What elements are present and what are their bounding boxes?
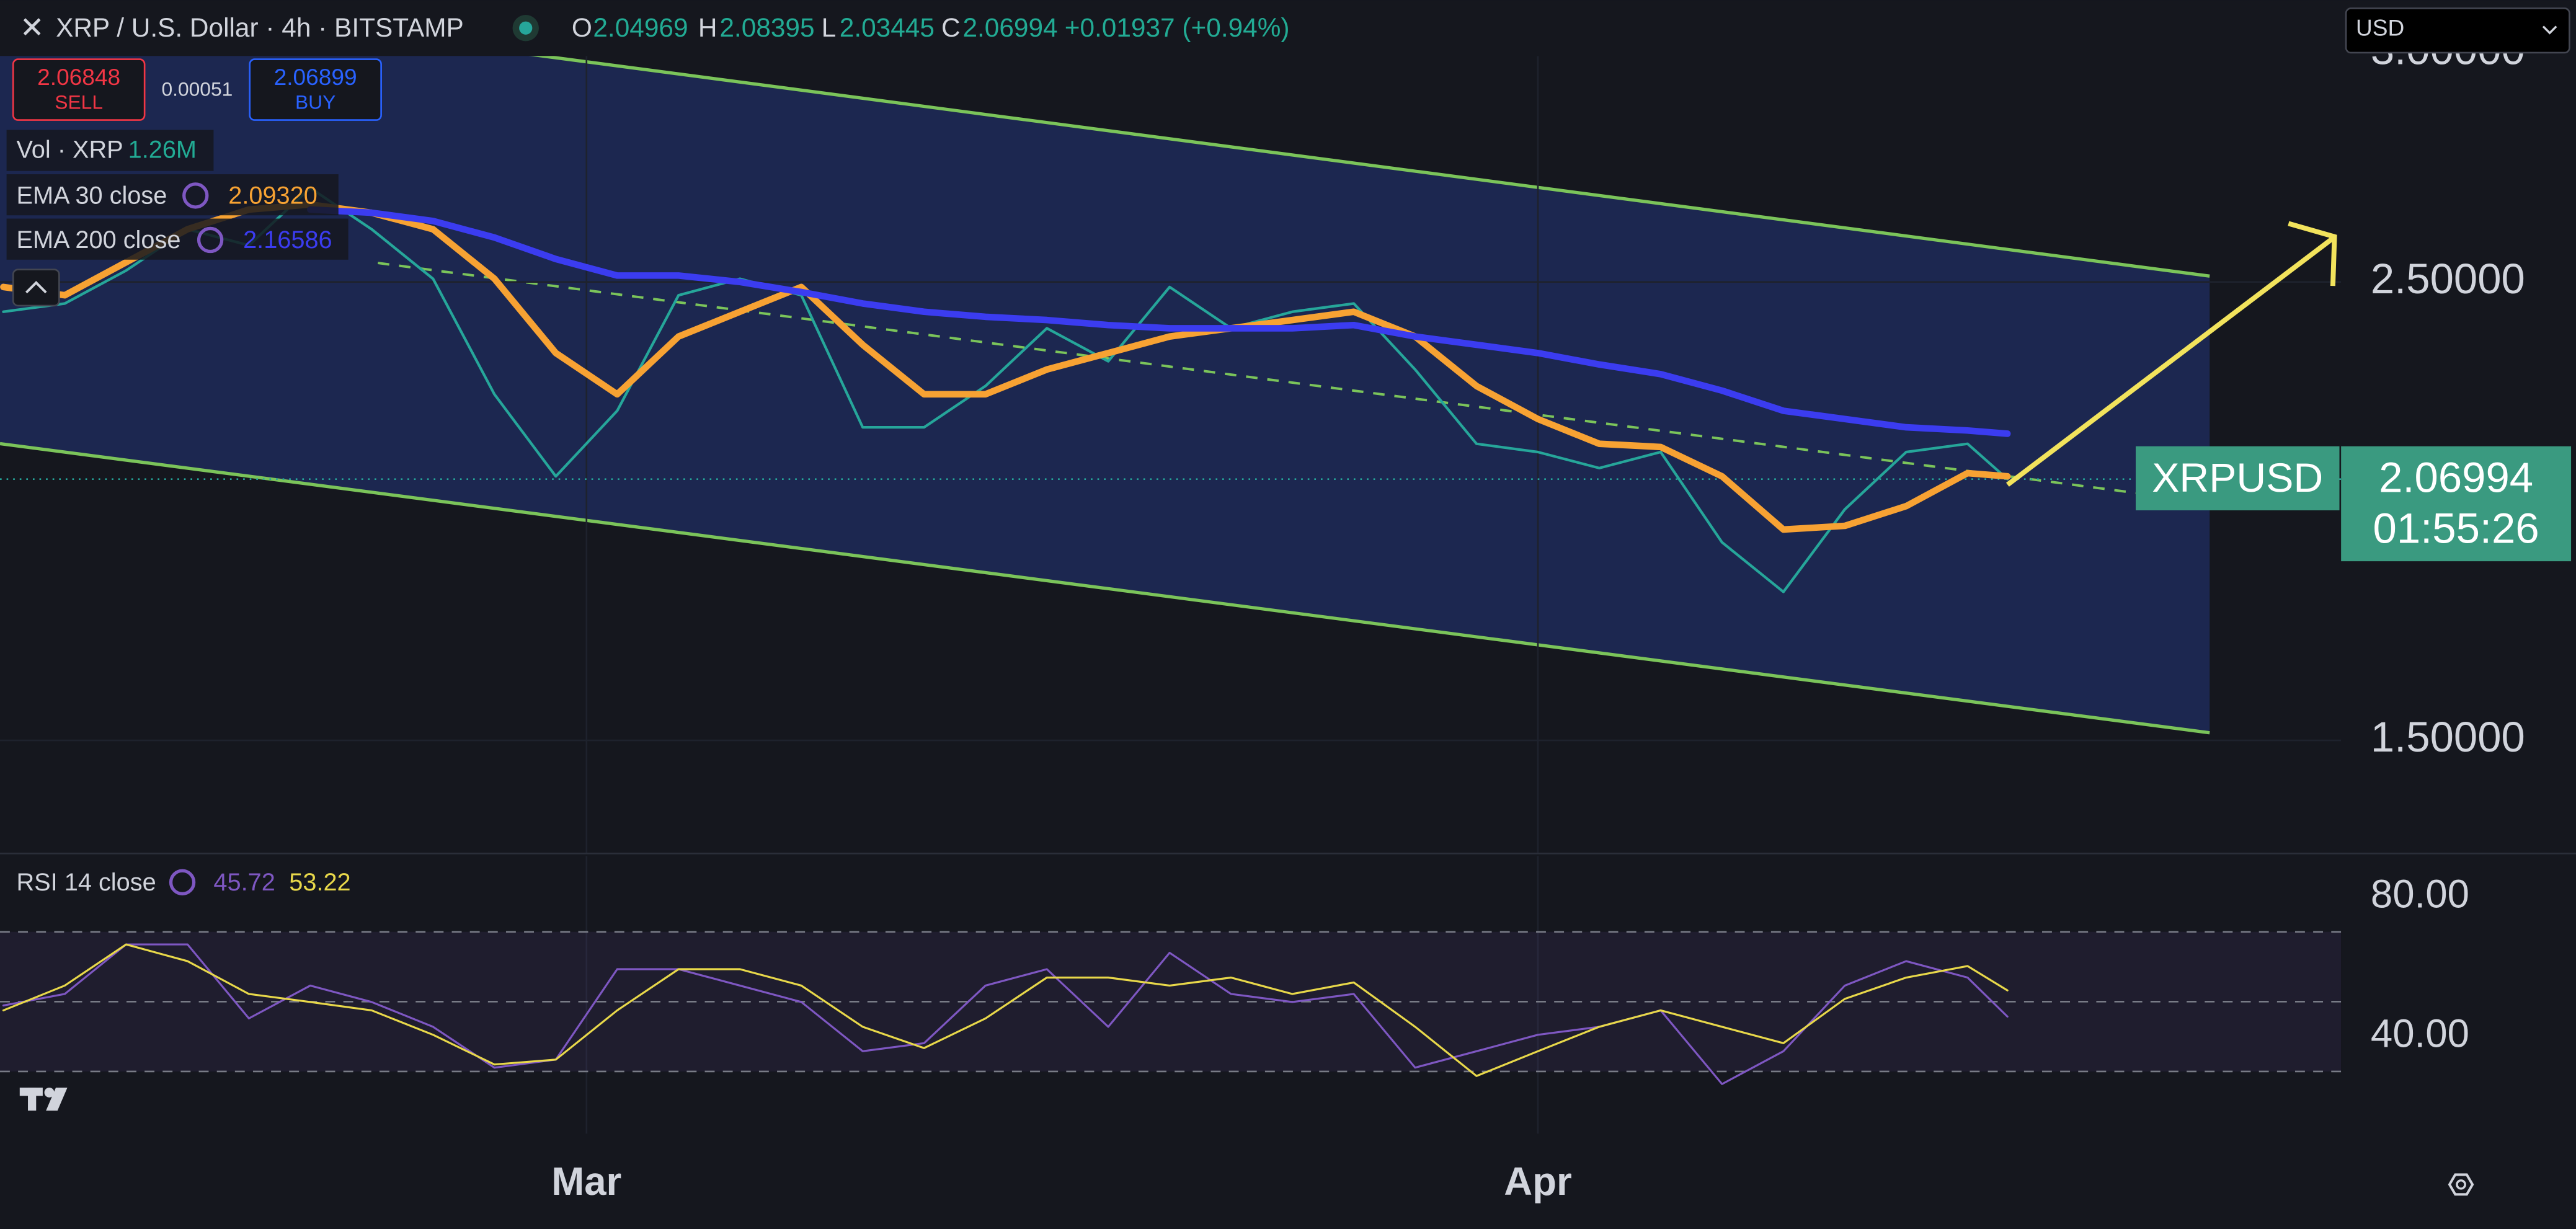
sell-price: 2.06848 [37,64,120,90]
series-line [2,943,2009,1085]
level-band [0,931,2342,1071]
high: 2.08395 [719,13,814,42]
axes: 1.500002.500003.00000MarAprXRPUSD2.06994… [551,25,2572,1204]
status-dot [519,21,533,35]
collapse-icon [25,281,47,294]
legend-name: EMA 30 close [16,182,167,210]
settings-icon [2456,1179,2466,1190]
tv-logo [19,1087,68,1111]
low-label: L [822,13,837,42]
y-tick-label: 80.00 [2371,872,2469,916]
price-label-bg [2341,446,2572,562]
channel-mid [378,262,2136,494]
volume-value: 1.26M [128,136,197,163]
high-label: H [698,13,717,42]
rsi-pane [0,856,2342,1134]
buy-price: 2.06899 [274,64,357,90]
open: 2.04969 [593,13,688,42]
close-label: C [941,13,961,42]
series-line [307,206,2011,437]
symbol: XRP / U.S. Dollar · 4h · BITSTAMP [56,13,464,42]
arrow-line [2005,236,2335,487]
symbol-label: XRPUSD [2152,455,2323,501]
legend: Vol · XRP 1.26M EMA 30 close 2.09320 EMA… [6,130,351,896]
change: +0.01937 (+0.94%) [1065,13,1290,42]
close: 2.06994 [962,13,1057,42]
drawings [0,56,2210,735]
legend-icon[interactable] [197,226,224,254]
y-tick-label: 1.50000 [2371,713,2525,761]
header: ✕ XRP / U.S. Dollar · 4h · BITSTAMP O 2.… [20,11,1290,44]
series-line [2,943,2009,1077]
arrow [2005,221,2337,487]
select-arrow [2542,25,2557,35]
settings-button[interactable] [2448,1173,2474,1196]
spread: 0.00051 [161,78,233,100]
buy-button[interactable] [249,58,382,121]
collapse-button[interactable] [12,268,60,307]
logo-part [28,1087,37,1111]
rsi-title: RSI 14 close [16,869,156,896]
close-icon[interactable]: ✕ [20,11,45,44]
legend-value: 2.09320 [228,182,318,210]
y-tick-label: 2.50000 [2371,255,2525,303]
open-label: O [572,13,592,42]
channel-fill [0,56,2210,733]
legend-bg [6,218,349,260]
logo-part [46,1087,68,1111]
currency: USD [2356,15,2404,41]
symbol-label-bg [2136,446,2340,511]
channel-upper [530,56,2210,278]
trade: 2.06848 SELL 0.00051 2.06899 BUY [12,58,382,121]
legend-icon[interactable] [182,182,209,209]
legend-value: 53.22 [289,869,350,896]
countdown: 01:55:26 [2373,505,2539,552]
low: 2.03445 [840,13,935,42]
sell-button[interactable] [12,58,146,121]
legend-value: 45.72 [213,869,275,896]
legend-icon[interactable] [169,869,196,896]
legend-name: EMA 200 close [16,226,180,254]
channel-lower [0,441,2210,735]
price-label: 2.06994 [2379,454,2533,502]
legend-bg [6,130,214,171]
y-tick-label: 40.00 [2371,1011,2469,1055]
legend-value: 2.16586 [243,226,332,254]
x-tick-label: Apr [1504,1160,1572,1204]
arrow-head [2288,221,2337,286]
buy-label: BUY [295,91,335,113]
legend-bg [6,174,339,216]
sell-label: SELL [55,91,103,113]
main-pane [0,56,2342,853]
volume-name: Vol · XRP [16,136,123,163]
currency-select[interactable] [2345,7,2570,54]
logo-part [44,1087,55,1098]
x-tick-label: Mar [551,1160,621,1204]
